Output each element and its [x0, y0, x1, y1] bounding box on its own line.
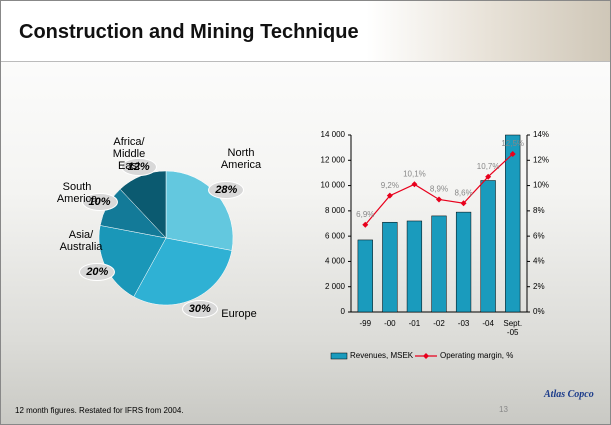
x-tick-label: -00 [384, 319, 396, 328]
bar [357, 239, 373, 313]
bar [406, 220, 423, 313]
y2-tick-label: 2% [533, 282, 545, 291]
x-tick-label: -04 [482, 319, 494, 328]
bar [480, 180, 496, 313]
slide-title: Construction and Mining Technique [19, 21, 359, 43]
line-marker [362, 221, 369, 228]
footnote: 12 month figures. Restated for IFRS from… [15, 406, 184, 415]
bar [382, 221, 398, 313]
pie-category-label: Asia/ Australia [59, 229, 103, 253]
y2-tick-label: 0% [533, 307, 545, 316]
legend-label: Revenues, MSEK [350, 351, 414, 360]
y2-tick-label: 10% [533, 181, 549, 190]
x-tick-label: -01 [408, 319, 421, 328]
y-tick-label: 8 000 [325, 206, 346, 215]
value-label: 10,1% [403, 169, 426, 178]
bar [431, 215, 447, 313]
value-label: 9,2% [381, 181, 399, 190]
pie-value-label: 28% [208, 180, 245, 199]
pie-category-label: South America [56, 181, 98, 205]
pie-slice [133, 237, 233, 306]
y-tick-label: 0 [341, 307, 346, 316]
header [1, 1, 610, 62]
x-tick-label: Sept. -05 [503, 319, 523, 337]
line-marker [386, 192, 393, 199]
y-tick-label: 14 000 [321, 130, 346, 139]
line-marker [436, 196, 442, 203]
logo: Atlas Copco [544, 389, 594, 400]
line-marker [460, 200, 467, 207]
pie-category-label: Africa/ Middle East [112, 136, 146, 172]
bar [455, 211, 472, 313]
legend-swatch [423, 353, 429, 359]
line-marker [509, 150, 516, 157]
legend-label: Operating margin, % [440, 351, 513, 360]
pie-value-label: 10% [81, 192, 118, 211]
x-tick-label: -02 [433, 319, 445, 328]
y-tick-label: 4 000 [325, 257, 346, 266]
pie-category-label: Europe [221, 308, 257, 320]
x-tick-label: -99 [359, 319, 372, 328]
pie-value-label: 12% [120, 158, 157, 177]
value-label: 6,9% [356, 210, 374, 219]
y2-tick-label: 12% [533, 155, 549, 164]
pie-value-label: 30% [181, 299, 218, 318]
y-tick-label: 2 000 [325, 282, 346, 291]
legend-swatch [330, 352, 348, 360]
line-marker [411, 181, 418, 188]
y2-tick-label: 6% [533, 231, 545, 240]
page-number: 13 [499, 405, 508, 414]
value-label: 10,7% [477, 162, 500, 171]
pie-category-label: North America [220, 147, 262, 171]
y-tick-label: 10 000 [321, 181, 346, 190]
value-label: 8,9% [430, 185, 448, 194]
bar [505, 134, 521, 313]
line-marker [485, 173, 492, 180]
value-label: 8,6% [454, 188, 472, 197]
y2-tick-label: 4% [533, 257, 545, 266]
pie-value-label: 20% [79, 262, 116, 281]
y2-tick-label: 8% [533, 206, 545, 215]
y2-tick-label: 14% [533, 130, 549, 139]
y-tick-label: 6 000 [325, 231, 346, 240]
value-label: 12,5% [501, 139, 524, 148]
y-tick-label: 12 000 [321, 155, 346, 164]
x-tick-label: -03 [457, 319, 470, 328]
